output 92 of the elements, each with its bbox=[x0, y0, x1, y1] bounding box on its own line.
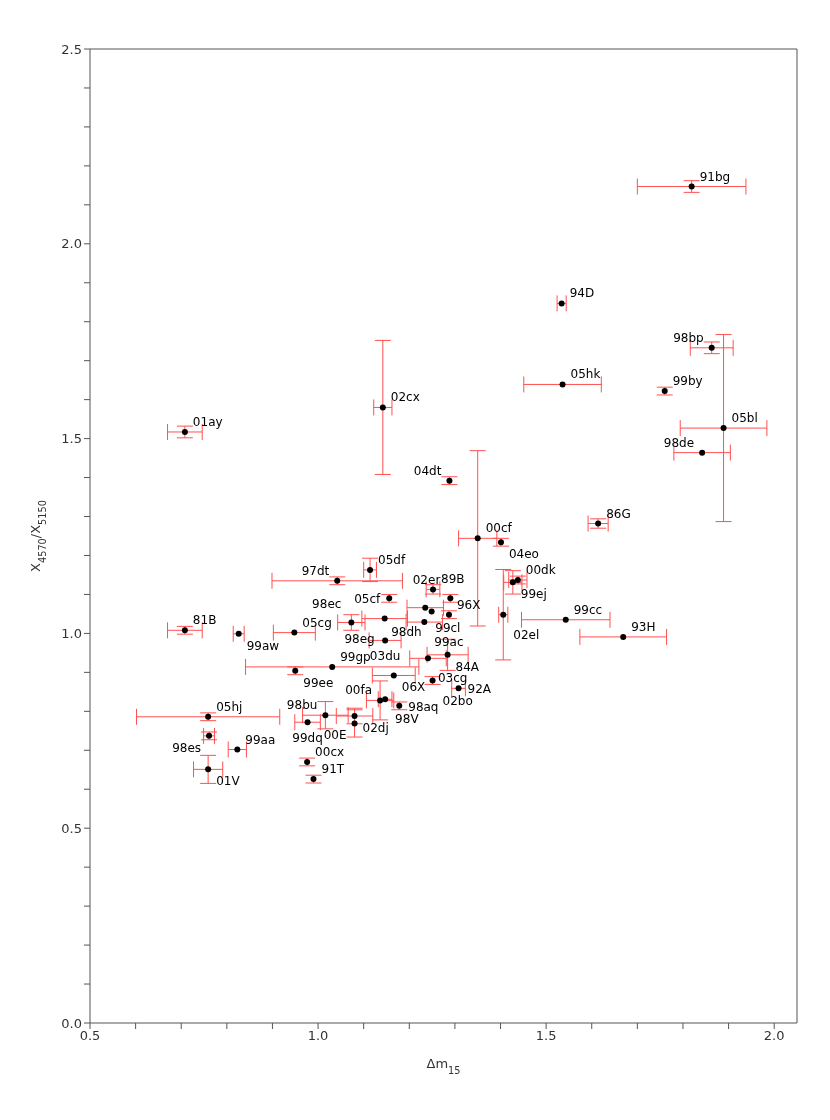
annotation: 99cl bbox=[435, 620, 461, 635]
point bbox=[562, 616, 569, 623]
annotation: 99aw bbox=[246, 638, 280, 653]
point bbox=[455, 685, 462, 692]
annotation: 97dt bbox=[301, 563, 330, 578]
annotation: 00dk bbox=[525, 563, 556, 578]
annotation: 03cg bbox=[437, 671, 468, 686]
annotation: 99ej bbox=[520, 587, 547, 602]
annotation: 01V bbox=[216, 774, 241, 789]
annotation: 05cg bbox=[302, 615, 332, 630]
annotation: 84A bbox=[455, 659, 480, 674]
y-tick-label: 1.5 bbox=[61, 431, 82, 447]
annotation: 89B bbox=[441, 572, 465, 587]
point bbox=[379, 404, 386, 411]
point bbox=[181, 428, 188, 435]
annotation: 00E bbox=[323, 728, 347, 743]
annotation: 06X bbox=[401, 680, 426, 695]
annotation: 93H bbox=[631, 619, 656, 634]
annotation: 99dq bbox=[292, 731, 323, 746]
y-tick-label: 0.5 bbox=[61, 820, 82, 836]
annotation: 00fa bbox=[345, 683, 373, 698]
point bbox=[367, 566, 374, 573]
point bbox=[205, 766, 212, 773]
annotation: 04dt bbox=[413, 463, 442, 478]
annotation: 05cf bbox=[354, 592, 381, 607]
annotation: 99ee bbox=[303, 675, 334, 690]
point bbox=[699, 449, 706, 456]
annotation: 98bu bbox=[286, 698, 318, 713]
point bbox=[474, 535, 481, 542]
point bbox=[708, 344, 715, 351]
point bbox=[351, 713, 358, 719]
point bbox=[424, 655, 431, 662]
point bbox=[444, 651, 451, 658]
annotation: 03du bbox=[369, 649, 401, 664]
point bbox=[720, 425, 727, 432]
annotation: 02cx bbox=[390, 390, 420, 405]
point bbox=[421, 619, 428, 626]
point bbox=[351, 720, 358, 727]
annotation: 91bg bbox=[699, 169, 731, 184]
point bbox=[620, 633, 627, 640]
point bbox=[304, 719, 311, 726]
point bbox=[381, 615, 388, 622]
annotation: 99gp bbox=[340, 649, 371, 664]
y-tick-label: 1.0 bbox=[61, 626, 82, 642]
point bbox=[509, 579, 516, 586]
x-tick-label: 2.0 bbox=[763, 1028, 785, 1044]
annotation: 98de bbox=[663, 435, 695, 450]
annotation: 98es bbox=[172, 740, 202, 755]
annotation: 86G bbox=[606, 506, 631, 521]
annotation: 05df bbox=[378, 552, 406, 567]
annotation: 00cf bbox=[485, 521, 513, 536]
point bbox=[382, 696, 389, 703]
annotation: 99cc bbox=[573, 602, 603, 617]
annotation: 98ec bbox=[312, 597, 342, 612]
annotation: 91T bbox=[321, 762, 345, 777]
point bbox=[377, 697, 384, 704]
y-tick-label: 2.0 bbox=[61, 236, 82, 252]
y-tick-label: 0.0 bbox=[61, 1015, 82, 1031]
annotation: 02dj bbox=[362, 721, 389, 735]
annotation: 98bp bbox=[673, 330, 704, 345]
point bbox=[422, 604, 429, 611]
annotation: 99by bbox=[672, 374, 703, 389]
x-tick-label: 1.5 bbox=[535, 1028, 557, 1044]
annotation: 02er bbox=[412, 573, 441, 588]
annotation: 98eg bbox=[344, 631, 375, 646]
annotation: 98dh bbox=[391, 624, 422, 639]
x-axis-title: Δm$_{15}$ bbox=[426, 1056, 461, 1076]
point bbox=[234, 746, 241, 753]
annotation: 81B bbox=[192, 613, 217, 628]
annotation: 02el bbox=[513, 627, 540, 642]
point bbox=[559, 381, 566, 388]
annotation: 05hj bbox=[216, 699, 243, 714]
annotation: 98aq bbox=[408, 699, 439, 714]
annotation: 99aa bbox=[245, 732, 276, 747]
x-tick-label: 0.5 bbox=[79, 1028, 101, 1044]
point bbox=[322, 712, 329, 719]
annotation: 05hk bbox=[570, 367, 601, 382]
y-tick-label: 2.5 bbox=[61, 41, 82, 57]
point bbox=[291, 629, 298, 636]
annotation: 05bl bbox=[731, 411, 758, 426]
point bbox=[329, 663, 336, 670]
annotation: 01ay bbox=[192, 414, 223, 429]
point bbox=[348, 619, 355, 626]
annotation: 98V bbox=[395, 712, 420, 727]
annotation: 96X bbox=[456, 597, 481, 612]
point bbox=[382, 637, 389, 644]
annotation: 04eo bbox=[508, 547, 539, 562]
x-tick-label: 1.0 bbox=[307, 1028, 329, 1044]
annotation: 94D bbox=[569, 286, 595, 301]
annotation: 00cx bbox=[315, 744, 345, 759]
point bbox=[428, 608, 435, 615]
point bbox=[390, 672, 397, 679]
